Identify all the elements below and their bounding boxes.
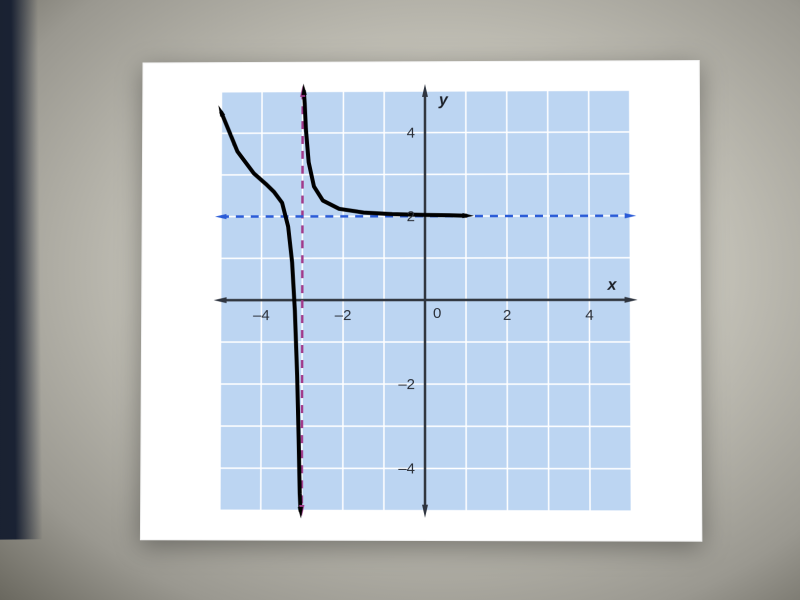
rational-function-plot: –4 –2 0 2 4 –4 –2 2 4 y x [220, 90, 632, 511]
svg-text:–4: –4 [253, 307, 270, 324]
chart-area: –4 –2 0 2 4 –4 –2 2 4 y x [220, 90, 632, 511]
axes [220, 90, 632, 511]
app-header-strip [0, 0, 43, 541]
svg-text:4: 4 [407, 125, 415, 142]
worksheet-screen: –4 –2 0 2 4 –4 –2 2 4 y x [140, 60, 702, 542]
svg-text:–4: –4 [398, 460, 415, 477]
svg-text:2: 2 [503, 307, 511, 324]
svg-text:2: 2 [407, 208, 415, 225]
y-axis-label: y [438, 92, 449, 109]
photo-background: l Functions –4–2024–4–224 y x [0, 0, 800, 600]
svg-text:–2: –2 [398, 376, 415, 393]
x-axis-label: x [606, 277, 617, 294]
svg-text:4: 4 [585, 307, 593, 324]
svg-text:–2: –2 [335, 307, 352, 324]
svg-text:0: 0 [433, 305, 441, 322]
